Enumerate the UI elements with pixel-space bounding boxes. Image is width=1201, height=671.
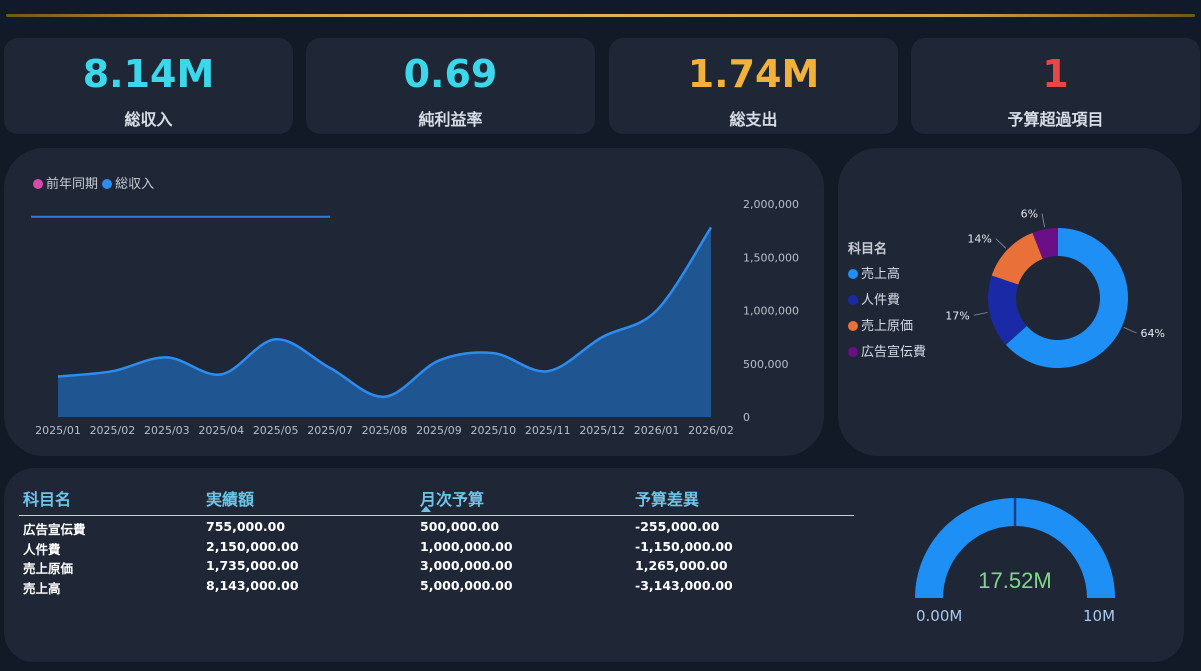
table-cell: 8,143,000.00	[206, 577, 299, 593]
donut-data-label: 64%	[1141, 327, 1165, 340]
table-cell: 1,735,000.00	[206, 558, 299, 573]
donut-leader-line	[1123, 326, 1137, 334]
kpi-card-total-revenue[interactable]: 8.14M 総収入	[4, 38, 293, 134]
table-cell: -1,150,000.00	[635, 538, 733, 554]
x-tick-label: 2025/03	[144, 424, 190, 437]
donut-data-label: 17%	[945, 309, 969, 322]
x-tick-label: 2026/02	[688, 424, 734, 437]
donut-slice[interactable]	[1032, 228, 1058, 259]
table-cell: 755,000.00	[206, 519, 286, 534]
legend-item-revenue[interactable]: 総収入	[102, 177, 154, 192]
donut-legend-item[interactable]: 人件費	[848, 289, 900, 308]
table-header-divider	[19, 515, 854, 516]
donut-legend-title: 科目名	[848, 242, 888, 257]
table-cell: -255,000.00	[635, 519, 720, 534]
kpi-card-total-expense[interactable]: 1.74M 総支出	[609, 38, 898, 134]
legend-label: 人件費	[861, 293, 901, 308]
budget-table-panel	[4, 468, 1184, 662]
kpi-value: 8.14M	[82, 52, 215, 96]
sort-ascending-icon[interactable]	[421, 506, 431, 512]
header-bar	[0, 0, 1201, 30]
kpi-label: 総支出	[729, 110, 778, 129]
table-cell: 売上原価	[23, 561, 74, 576]
table-cell: 1,265,000.00	[635, 558, 728, 573]
legend-dot	[33, 179, 43, 189]
legend-dot	[848, 347, 858, 357]
donut-data-label: 6%	[1021, 207, 1038, 220]
legend-dot	[848, 269, 858, 279]
x-tick-label: 2025/02	[90, 424, 136, 437]
x-tick-label: 2025/05	[253, 424, 299, 437]
legend-dot	[102, 179, 113, 189]
donut-legend-item[interactable]: 売上高	[848, 263, 900, 282]
x-tick-label: 2025/07	[307, 424, 353, 437]
x-tick-label: 2025/08	[362, 424, 408, 437]
donut-legend-item[interactable]: 広告宣伝費	[848, 341, 926, 360]
legend-item-prev-year[interactable]: 前年同期	[33, 177, 98, 192]
kpi-value: 1.74M	[687, 52, 820, 96]
y-tick-label: 1,000,000	[743, 305, 799, 318]
kpi-label: 予算超過項目	[1007, 110, 1104, 129]
x-tick-label: 2025/01	[35, 424, 81, 437]
table-cell: 売上高	[23, 580, 61, 596]
x-tick-label: 2025/11	[525, 424, 571, 437]
gauge-value: 17.52M	[978, 568, 1052, 593]
column-header-actual[interactable]: 実績額	[206, 490, 255, 509]
gauge-fill-arc[interactable]	[915, 498, 1115, 598]
kpi-label: 総収入	[124, 110, 173, 129]
legend-label: 前年同期	[46, 177, 99, 192]
kpi-card-net-margin[interactable]: 0.69 純利益率	[306, 38, 595, 134]
donut-slice[interactable]	[991, 232, 1043, 285]
legend-label: 売上原価	[861, 319, 914, 334]
y-tick-label: 0	[743, 411, 750, 424]
gauge-max-label: 10M	[1083, 607, 1116, 625]
donut-slice[interactable]	[988, 275, 1027, 345]
donut-legend-item[interactable]: 売上原価	[848, 315, 913, 334]
legend-dot	[848, 321, 858, 331]
donut-leader-line	[973, 312, 988, 316]
line-legend: 前年同期 総収入	[33, 173, 154, 192]
table-cell: 500,000.00	[420, 519, 500, 534]
kpi-label: 純利益率	[418, 110, 483, 129]
kpi-card-over-budget[interactable]: 1 予算超過項目	[911, 38, 1200, 134]
column-header-monthly-budget[interactable]: 月次予算	[420, 490, 485, 509]
donut-leader-line	[1041, 213, 1046, 228]
donut-data-label: 14%	[967, 233, 991, 246]
y-tick-label: 500,000	[743, 358, 789, 371]
table-cell: 3,000,000.00	[420, 558, 513, 573]
x-tick-label: 2025/10	[470, 424, 516, 437]
table-cell: 広告宣伝費	[23, 522, 86, 537]
table-cell: 2,150,000.00	[206, 538, 299, 554]
legend-label: 総収入	[115, 177, 155, 192]
donut-slice[interactable]	[1005, 227, 1129, 369]
gauge-min-label: 0.00M	[916, 607, 963, 625]
legend-dot	[848, 295, 858, 305]
kpi-value: 1	[1042, 52, 1069, 96]
x-tick-label: 2025/09	[416, 424, 462, 437]
kpi-value: 0.69	[403, 52, 498, 96]
table-cell: 1,000,000.00	[420, 538, 513, 554]
legend-label: 広告宣伝費	[861, 345, 927, 360]
column-header-variance[interactable]: 予算差異	[635, 490, 700, 509]
table-cell: 5,000,000.00	[420, 577, 513, 593]
x-tick-label: 2026/01	[634, 424, 680, 437]
table-cell: 人件費	[23, 541, 61, 557]
y-tick-label: 2,000,000	[743, 198, 799, 211]
legend-label: 売上高	[861, 267, 901, 282]
x-tick-label: 2025/12	[579, 424, 625, 437]
revenue-series-line[interactable]	[57, 226, 713, 399]
column-header-account[interactable]: 科目名	[23, 490, 72, 509]
donut-leader-line	[995, 238, 1007, 249]
y-tick-label: 1,500,000	[743, 251, 799, 264]
header-accent-line	[6, 14, 1195, 17]
revenue-area-fill	[58, 227, 711, 417]
x-tick-label: 2025/04	[198, 424, 244, 437]
table-cell: -3,143,000.00	[635, 577, 733, 593]
